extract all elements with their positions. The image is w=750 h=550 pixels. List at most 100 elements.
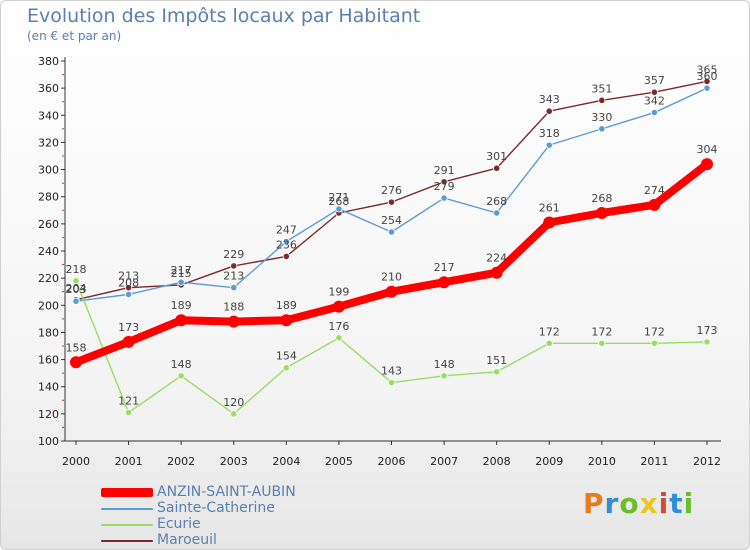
x-tick-label: 2012 [693, 455, 721, 468]
chart-subtitle: (en € et par an) [27, 29, 122, 43]
legend-swatch-maroeuil [101, 540, 153, 542]
data-label-ecurie: 172 [644, 325, 665, 338]
data-label-ecurie: 148 [171, 358, 192, 371]
data-point-ecurie [703, 338, 711, 346]
legend-label-ecurie: Ecurie [157, 516, 201, 532]
data-point-anzin-saint-aubin [175, 314, 188, 327]
data-label-anzin-saint-aubin: 224 [486, 252, 507, 265]
y-tick-label: 300 [38, 164, 59, 177]
data-label-sainte-catherine: 217 [171, 264, 192, 277]
chart-title: Evolution des Impôts locaux par Habitant [27, 5, 421, 27]
data-point-anzin-saint-aubin [280, 314, 293, 327]
data-point-ecurie [230, 410, 238, 418]
data-label-maroeuil: 215 [171, 267, 192, 280]
x-tick-label: 2007 [430, 455, 458, 468]
x-tick-label: 2008 [483, 455, 511, 468]
data-label-maroeuil: 213 [118, 270, 139, 283]
x-tick-label: 2000 [62, 455, 90, 468]
data-label-anzin-saint-aubin: 189 [276, 299, 297, 312]
data-label-sainte-catherine: 208 [118, 276, 139, 289]
data-point-anzin-saint-aubin [70, 356, 82, 369]
data-label-anzin-saint-aubin: 188 [223, 301, 244, 314]
data-label-ecurie: 120 [223, 396, 244, 409]
data-point-sainte-catherine [387, 228, 396, 236]
data-label-sainte-catherine: 254 [381, 214, 402, 227]
data-point-maroeuil [387, 198, 396, 206]
data-point-maroeuil [598, 96, 606, 104]
data-label-ecurie: 173 [697, 324, 718, 337]
data-label-maroeuil: 301 [486, 150, 507, 163]
data-label-anzin-saint-aubin: 217 [434, 261, 455, 274]
data-point-sainte-catherine [545, 141, 553, 149]
data-point-sainte-catherine [650, 108, 659, 117]
data-point-ecurie [124, 408, 133, 417]
data-label-sainte-catherine: 203 [66, 283, 87, 296]
data-label-sainte-catherine: 271 [328, 191, 349, 204]
data-label-sainte-catherine: 247 [276, 224, 297, 237]
data-label-sainte-catherine: 342 [644, 95, 665, 108]
x-tick-label: 2010 [588, 455, 616, 468]
data-point-maroeuil [440, 178, 448, 186]
data-point-sainte-catherine [72, 297, 80, 305]
data-point-anzin-saint-aubin [490, 266, 503, 279]
data-point-ecurie [282, 364, 290, 372]
data-label-anzin-saint-aubin: 304 [697, 143, 718, 156]
y-tick-label: 380 [38, 55, 59, 68]
data-point-maroeuil [230, 262, 238, 270]
y-tick-label: 280 [38, 191, 59, 204]
data-label-maroeuil: 343 [539, 93, 560, 106]
logo-letter: o [619, 487, 640, 520]
data-label-maroeuil: 236 [276, 238, 297, 251]
data-label-sainte-catherine: 268 [486, 195, 507, 208]
data-label-sainte-catherine: 318 [539, 127, 560, 140]
data-label-maroeuil: 204 [66, 282, 87, 295]
line-chart: 100 120 140 160 180 200 220 240 260 280 300 320 340 3… [38, 55, 721, 468]
y-tick-label: 260 [38, 218, 59, 231]
data-point-ecurie [650, 339, 659, 347]
data-point-maroeuil [545, 107, 553, 115]
data-point-anzin-saint-aubin [595, 207, 608, 219]
x-tick-label: 2001 [115, 455, 143, 468]
data-point-anzin-saint-aubin [438, 276, 451, 289]
legend-label-anzin: ANZIN-SAINT-AUBIN [157, 484, 296, 500]
y-tick-label: 100 [38, 435, 59, 448]
y-tick-label: 200 [38, 299, 59, 312]
legend-swatch-ecurie [101, 524, 153, 526]
y-tick-label: 360 [38, 82, 59, 95]
data-point-sainte-catherine [703, 84, 711, 92]
legend-label-maroeuil: Maroeuil [157, 532, 217, 548]
data-label-maroeuil: 276 [381, 184, 402, 197]
x-tick-label: 2009 [535, 455, 563, 468]
data-point-maroeuil [493, 164, 501, 172]
data-point-sainte-catherine [335, 205, 343, 213]
data-label-ecurie: 154 [276, 350, 297, 363]
y-tick-label: 140 [38, 381, 59, 394]
data-label-maroeuil: 291 [434, 164, 455, 177]
data-point-sainte-catherine [598, 125, 606, 133]
proxiti-logo: Proxiti [583, 487, 694, 520]
legend-swatch-anzin [101, 488, 153, 497]
data-point-maroeuil [650, 88, 659, 96]
logo-letter: t [669, 487, 684, 520]
data-label-anzin-saint-aubin: 173 [118, 321, 139, 334]
data-point-ecurie [177, 372, 185, 380]
data-label-ecurie: 172 [591, 325, 612, 338]
data-point-sainte-catherine [177, 278, 185, 286]
data-label-sainte-catherine: 279 [434, 180, 455, 193]
chart-series [70, 77, 713, 418]
y-tick-label: 180 [38, 326, 59, 339]
data-label-anzin-saint-aubin: 274 [644, 184, 665, 197]
data-label-anzin-saint-aubin: 268 [591, 192, 612, 205]
legend-swatch-sainte-catherine [101, 508, 153, 510]
data-point-anzin-saint-aubin [543, 216, 556, 229]
data-label-maroeuil: 351 [591, 82, 612, 95]
data-label-ecurie: 151 [486, 354, 507, 367]
data-label-sainte-catherine: 360 [697, 70, 718, 83]
data-label-maroeuil: 365 [697, 63, 718, 76]
data-label-anzin-saint-aubin: 199 [328, 286, 349, 299]
data-point-sainte-catherine [230, 284, 238, 292]
data-label-anzin-saint-aubin: 189 [171, 299, 192, 312]
data-point-ecurie [440, 372, 448, 380]
data-point-anzin-saint-aubin [385, 285, 398, 298]
data-point-sainte-catherine [493, 209, 501, 217]
